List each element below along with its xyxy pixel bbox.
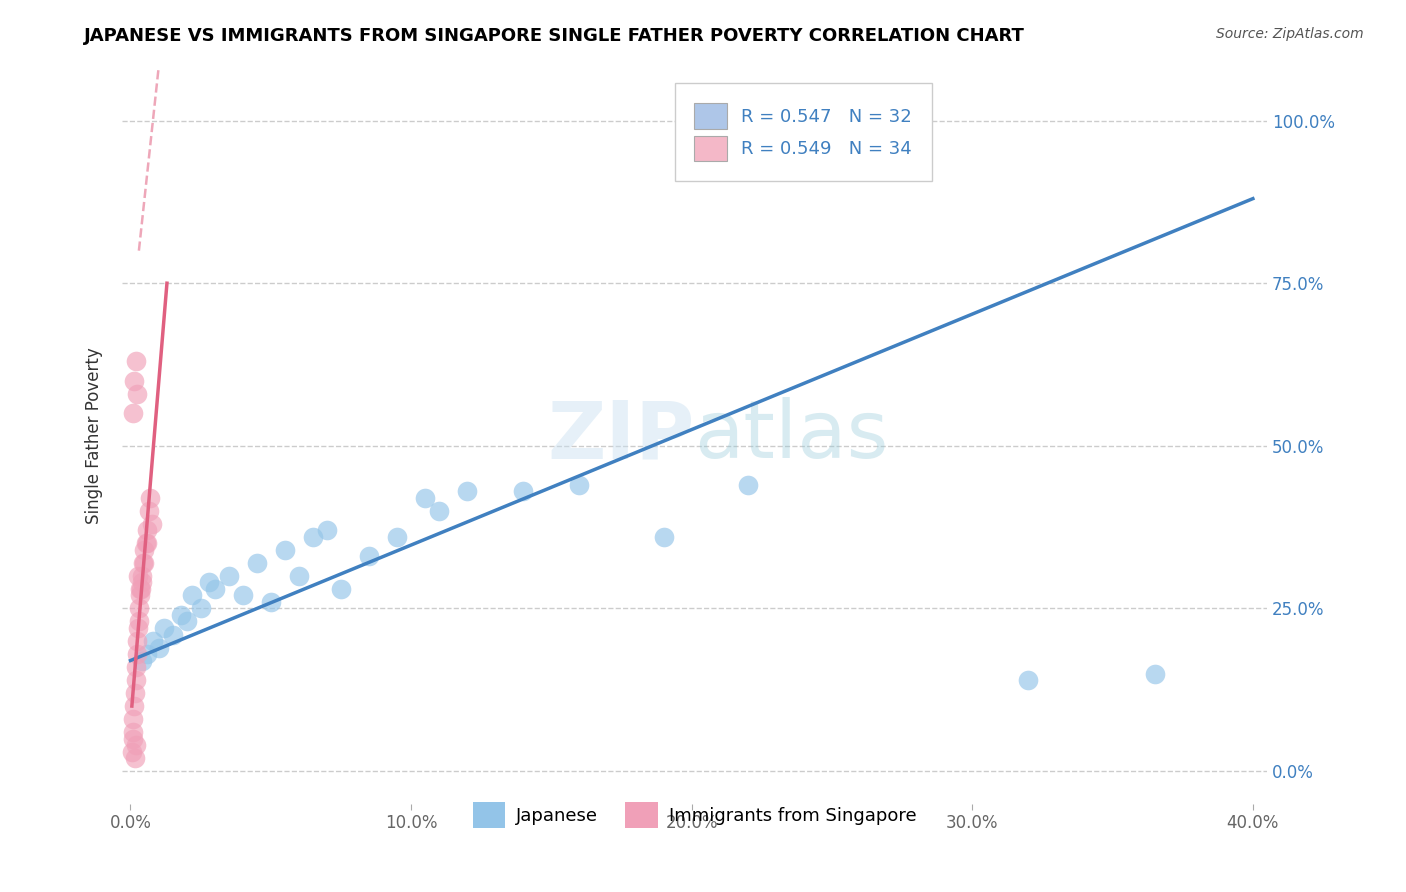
Point — [148, 640, 170, 655]
Point — [246, 556, 269, 570]
Point — [131, 569, 153, 583]
Point — [142, 634, 165, 648]
Point — [122, 731, 145, 746]
Text: atlas: atlas — [695, 397, 889, 475]
Point — [568, 478, 591, 492]
Point — [122, 699, 145, 714]
Point — [329, 582, 352, 596]
Point — [134, 556, 156, 570]
Point — [198, 575, 221, 590]
Point — [427, 504, 450, 518]
Point — [204, 582, 226, 596]
Point — [190, 601, 212, 615]
Point — [153, 621, 176, 635]
Point — [737, 478, 759, 492]
Point — [128, 615, 150, 629]
Point — [139, 491, 162, 505]
Point — [1143, 666, 1166, 681]
Point — [512, 484, 534, 499]
Point — [138, 504, 160, 518]
Point — [302, 530, 325, 544]
Point — [125, 660, 148, 674]
Point — [131, 575, 153, 590]
Point — [232, 589, 254, 603]
Point — [274, 543, 297, 558]
Point — [129, 589, 152, 603]
Point — [122, 374, 145, 388]
Point — [136, 524, 159, 538]
Y-axis label: Single Father Poverty: Single Father Poverty — [86, 348, 103, 524]
Point — [125, 386, 148, 401]
Point — [315, 524, 337, 538]
Point — [124, 673, 146, 687]
Point — [385, 530, 408, 544]
Point — [125, 738, 148, 752]
Point — [162, 627, 184, 641]
Point — [127, 621, 149, 635]
Point — [170, 607, 193, 622]
Point — [141, 516, 163, 531]
Point — [1017, 673, 1039, 687]
Text: ZIP: ZIP — [547, 397, 695, 475]
Point — [124, 686, 146, 700]
Point — [134, 543, 156, 558]
Point — [124, 751, 146, 765]
Point — [131, 654, 153, 668]
Point — [136, 536, 159, 550]
Point — [124, 354, 146, 368]
Point — [413, 491, 436, 505]
Point — [135, 536, 157, 550]
Point — [132, 556, 155, 570]
Point — [121, 406, 143, 420]
Point — [176, 615, 198, 629]
Point — [127, 569, 149, 583]
Point — [127, 634, 149, 648]
Point — [129, 582, 152, 596]
Point — [121, 745, 143, 759]
Point — [136, 647, 159, 661]
Point — [181, 589, 204, 603]
Point — [260, 595, 283, 609]
Point — [456, 484, 478, 499]
Point — [129, 582, 152, 596]
Point — [122, 712, 145, 726]
Text: JAPANESE VS IMMIGRANTS FROM SINGAPORE SINGLE FATHER POVERTY CORRELATION CHART: JAPANESE VS IMMIGRANTS FROM SINGAPORE SI… — [84, 27, 1025, 45]
Point — [125, 647, 148, 661]
Point — [288, 569, 311, 583]
Point — [218, 569, 240, 583]
Point — [357, 549, 380, 564]
Legend: Japanese, Immigrants from Singapore: Japanese, Immigrants from Singapore — [465, 795, 924, 835]
Point — [652, 530, 675, 544]
Point — [121, 725, 143, 739]
Point — [128, 601, 150, 615]
Text: Source: ZipAtlas.com: Source: ZipAtlas.com — [1216, 27, 1364, 41]
